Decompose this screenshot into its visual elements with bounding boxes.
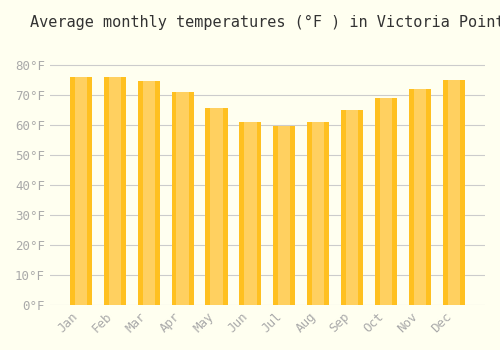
Bar	[448, 80, 460, 305]
Bar	[206, 108, 228, 305]
Bar	[244, 122, 256, 305]
Title: Average monthly temperatures (°F ) in Victoria Point: Average monthly temperatures (°F ) in Vi…	[30, 15, 500, 30]
Bar	[274, 126, 295, 305]
Bar	[409, 89, 432, 305]
Bar	[176, 92, 188, 305]
Bar	[342, 110, 363, 305]
Bar	[70, 77, 92, 305]
Bar	[414, 89, 426, 305]
Bar	[308, 122, 330, 305]
Bar	[380, 98, 392, 305]
Bar	[375, 98, 398, 305]
Bar	[74, 77, 86, 305]
Bar	[142, 82, 154, 305]
Bar	[108, 77, 120, 305]
Bar	[443, 80, 465, 305]
Bar	[312, 122, 324, 305]
Bar	[346, 110, 358, 305]
Bar	[104, 77, 126, 305]
Bar	[210, 108, 222, 305]
Bar	[138, 82, 160, 305]
Bar	[240, 122, 262, 305]
Bar	[278, 126, 290, 305]
Bar	[172, 92, 194, 305]
